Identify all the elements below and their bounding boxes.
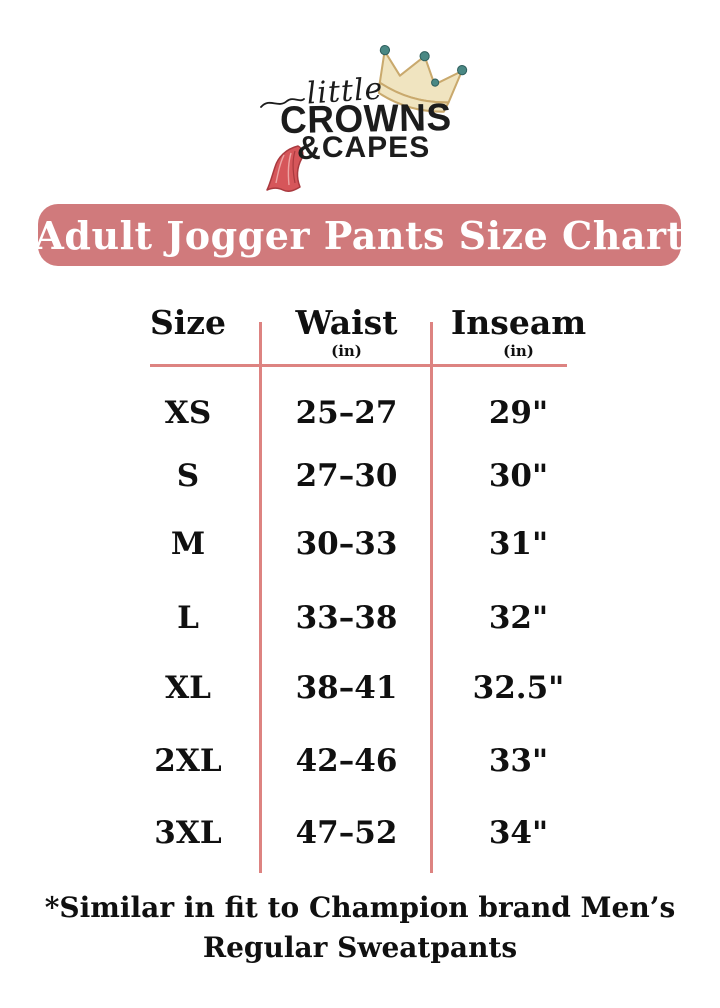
header-divider-line — [150, 364, 567, 367]
inseam-cell: 31" — [488, 526, 549, 562]
size-cell: 2XL — [154, 743, 222, 779]
crown-icon — [377, 45, 468, 113]
footnote-line-1: *Similar in fit to Champion brand Men’s — [44, 891, 676, 924]
column-divider-right — [430, 322, 433, 873]
table-row: 3XL 47–52 34" — [115, 811, 605, 855]
inseam-cell: 30" — [488, 458, 549, 494]
waist-cell: 30–33 — [295, 526, 398, 562]
table-row: 2XL 42–46 33" — [115, 739, 605, 783]
fit-footnote: *Similar in fit to Champion brand Men’s … — [0, 888, 720, 968]
size-cell: XL — [165, 670, 211, 706]
logo-word-capes-row: & CAPES — [297, 131, 430, 164]
table-row: M 30–33 31" — [115, 522, 605, 566]
logo-word-capes: CAPES — [321, 131, 431, 164]
inseam-cell: 32.5" — [472, 670, 565, 706]
size-cell: M — [170, 526, 206, 562]
inseam-cell: 32" — [488, 600, 549, 636]
column-header-inseam: Inseam — [450, 303, 587, 342]
waist-cell: 33–38 — [295, 600, 398, 636]
page-title: Adult Jogger Pants Size Chart — [34, 212, 685, 258]
logo-ampersand: & — [297, 129, 321, 166]
table-row: XL 38–41 32.5" — [115, 666, 605, 710]
waist-cell: 38–41 — [295, 670, 398, 706]
column-header-size: Size — [149, 303, 227, 342]
table-row: S 27–30 30" — [115, 454, 605, 498]
size-cell: S — [176, 458, 200, 494]
footnote-line-2: Regular Sweatpants — [202, 931, 518, 964]
size-cell: XS — [164, 395, 212, 431]
size-cell: 3XL — [154, 815, 222, 851]
waist-cell: 27–30 — [295, 458, 398, 494]
script-flourish — [260, 98, 305, 108]
inseam-cell: 34" — [488, 815, 549, 851]
inseam-cell: 33" — [488, 743, 549, 779]
inseam-unit-label: (in) — [503, 342, 534, 360]
column-header-waist: Waist — [295, 303, 398, 342]
waist-unit-label: (in) — [331, 342, 362, 360]
column-divider-left — [259, 322, 262, 873]
inseam-cell: 29" — [488, 395, 549, 431]
size-cell: L — [177, 600, 199, 636]
title-banner: Adult Jogger Pants Size Chart — [34, 204, 684, 266]
waist-cell: 25–27 — [295, 395, 398, 431]
waist-cell: 47–52 — [295, 815, 398, 851]
waist-cell: 42–46 — [295, 743, 398, 779]
cape-icon — [266, 145, 304, 192]
table-row: XS 25–27 29" — [115, 391, 605, 435]
table-row: L 33–38 32" — [115, 596, 605, 640]
